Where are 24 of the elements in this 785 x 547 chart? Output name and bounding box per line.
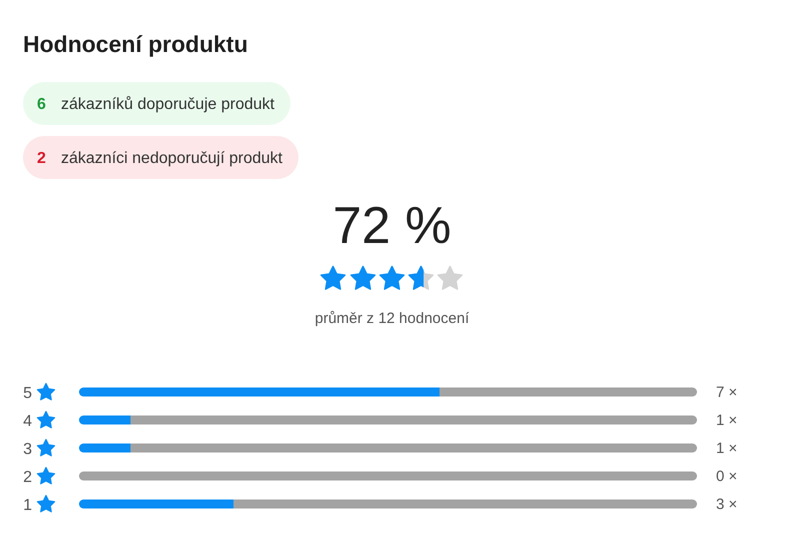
- data-label: 3 ×: [716, 496, 738, 513]
- data-label: 1 ×: [716, 440, 738, 457]
- y-tick-label: 3: [23, 441, 32, 458]
- y-tick-label: 2: [23, 469, 32, 486]
- bar: [79, 416, 130, 424]
- data-label: 7 ×: [716, 384, 738, 401]
- text: průměr z 12 hodnocení: [314, 310, 470, 327]
- bar: [440, 388, 697, 396]
- text: 72 %: [332, 197, 452, 255]
- bar: [79, 388, 440, 396]
- text: 2 zákazníci nedoporučují produkt: [37, 150, 284, 167]
- data-label: 0 ×: [716, 468, 738, 485]
- bar: [79, 472, 697, 480]
- bar: [130, 444, 697, 452]
- y-tick-label: 5: [23, 385, 32, 402]
- y-tick-label: 4: [23, 413, 32, 430]
- y-tick-label: 1: [23, 497, 32, 514]
- bar: [79, 500, 234, 508]
- chart-title: Hodnocení produktu: [23, 31, 248, 57]
- bar: [79, 444, 130, 452]
- bar: [234, 500, 697, 508]
- data-label: 1 ×: [716, 412, 738, 429]
- text: 6 zákazníků doporučuje produkt: [37, 96, 276, 113]
- bar: [130, 416, 697, 424]
